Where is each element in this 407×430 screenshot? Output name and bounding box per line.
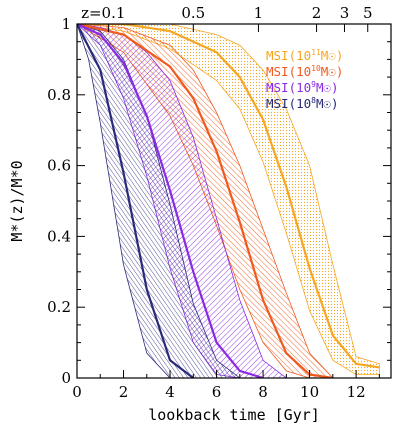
y-tick-label: 0.6 xyxy=(47,157,71,175)
x-tick-labels: 0 2 4 6 8 10 12 xyxy=(72,383,365,401)
x-tick-label: 2 xyxy=(119,383,129,401)
legend-entry-10: MSI(1010M☉) xyxy=(266,64,343,79)
top-axis-labels: z=0.1 0.5 1 2 3 5 xyxy=(81,4,372,22)
series-1-band xyxy=(77,24,380,375)
x-tick-label: 8 xyxy=(258,383,268,401)
y-tick-label: 0.8 xyxy=(47,86,71,104)
x-tick-label: 12 xyxy=(347,383,366,401)
legend: MSI(1011M☉)MSI(1010M☉)MSI(109M☉)MSI(108M… xyxy=(266,48,343,111)
y-tick-label: 0.2 xyxy=(47,298,71,316)
x-tick-label: 4 xyxy=(165,383,175,401)
series-3-median-line xyxy=(77,24,264,378)
top-tick-label: 2 xyxy=(312,4,322,22)
medians-layer xyxy=(77,24,380,378)
y-tick-label: 1 xyxy=(61,15,71,33)
top-tick-label: 3 xyxy=(340,4,350,22)
x-axis-label: lookback time [Gyr] xyxy=(148,406,320,424)
legend-entry-9: MSI(109M☉) xyxy=(266,80,339,95)
series-1-median-line xyxy=(77,24,380,369)
y-tick-labels: 0 0.2 0.4 0.6 0.8 1 xyxy=(47,15,71,387)
y-tick-label: 0.4 xyxy=(47,227,71,245)
bands-layer xyxy=(77,24,380,378)
legend-entry-8: MSI(108M☉) xyxy=(266,96,339,111)
top-tick-label: 5 xyxy=(363,4,373,22)
x-tick-label: 10 xyxy=(300,383,319,401)
top-tick-label: z=0.1 xyxy=(81,4,125,22)
y-axis-label: M*(z)/M*0 xyxy=(8,160,26,241)
series-4-band xyxy=(77,24,241,378)
y-tick-label: 0 xyxy=(61,369,71,387)
top-tick-label: 1 xyxy=(254,4,264,22)
series-4-median-line xyxy=(77,24,194,378)
top-tick-label: 0.5 xyxy=(181,4,205,22)
x-tick-label: 6 xyxy=(212,383,222,401)
legend-entry-11: MSI(1011M☉) xyxy=(266,48,343,63)
series-2-median-line xyxy=(77,24,334,378)
x-tick-label: 0 xyxy=(72,383,82,401)
ticks-layer xyxy=(76,23,391,379)
